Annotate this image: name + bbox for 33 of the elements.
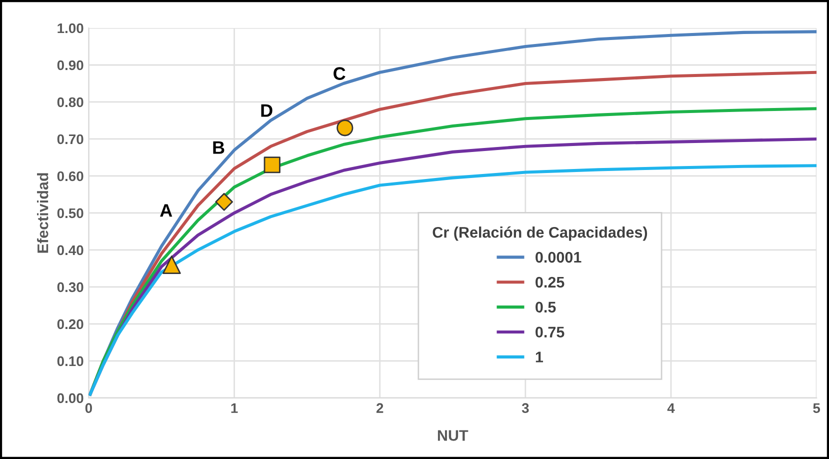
y-tick-label: 0.90 [57, 60, 84, 70]
y-tick-label: 0.00 [57, 393, 84, 404]
x-tick-label: 3 [522, 403, 529, 414]
x-tick-label: 0 [85, 403, 92, 414]
point [336, 120, 354, 136]
legend-label: 1 [536, 352, 544, 362]
annotation: B [213, 141, 224, 154]
y-tick-label: 0.60 [57, 171, 84, 182]
annotation: D [261, 104, 272, 117]
y-tick-label: 0.30 [57, 282, 84, 292]
legend-label: 0.0001 [536, 252, 582, 263]
point [264, 156, 280, 174]
x-tick-label: 1 [231, 403, 238, 413]
legend-title: Cr (Relación de Capacidades) [432, 226, 648, 241]
y-tick-label: 0.50 [57, 208, 84, 218]
legend-label: 0.5 [536, 302, 556, 313]
x-axis-title: NUT [438, 430, 468, 441]
point [215, 192, 233, 211]
point [162, 256, 181, 274]
x-tick-label: 4 [667, 403, 675, 413]
y-tick-label: 0.40 [57, 245, 84, 256]
y-tick-label: 0.70 [57, 134, 84, 144]
annotation: A [160, 204, 172, 217]
y-tick-label: 0.80 [57, 97, 84, 108]
x-tick-label: 5 [813, 403, 820, 414]
legend-label: 0.75 [536, 326, 564, 338]
y-tick-label: 0.20 [57, 319, 84, 330]
legend-label: 0.25 [536, 276, 564, 288]
x-tick-label: 2 [376, 403, 384, 413]
y-axis-title: Efectividad [37, 173, 48, 253]
annotation: C [334, 67, 346, 80]
y-tick-label: 0.10 [57, 356, 84, 366]
y-tick-label: 1.00 [58, 23, 84, 34]
